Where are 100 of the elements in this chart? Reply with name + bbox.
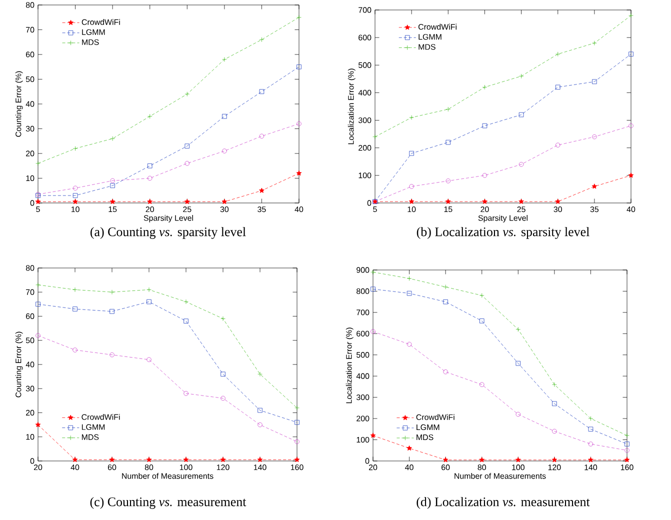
point bbox=[628, 172, 634, 178]
point bbox=[36, 160, 40, 166]
point bbox=[294, 406, 300, 410]
point bbox=[222, 114, 227, 119]
point bbox=[628, 52, 634, 56]
point bbox=[258, 422, 262, 428]
point bbox=[184, 198, 190, 204]
point bbox=[294, 456, 300, 462]
point bbox=[72, 193, 78, 198]
point bbox=[296, 170, 302, 176]
point bbox=[184, 299, 188, 304]
text: (d) Localization vs. measurement bbox=[416, 497, 590, 509]
point bbox=[72, 287, 78, 292]
point bbox=[624, 457, 630, 462]
point bbox=[552, 428, 557, 434]
text: (c) Counting vs. measurement bbox=[90, 497, 246, 509]
point bbox=[443, 369, 448, 374]
point bbox=[588, 416, 594, 421]
point bbox=[482, 198, 488, 204]
point bbox=[220, 316, 226, 322]
point bbox=[72, 456, 78, 462]
point bbox=[406, 445, 412, 451]
point bbox=[409, 115, 414, 120]
point bbox=[184, 144, 190, 148]
point bbox=[72, 146, 78, 151]
point bbox=[370, 329, 376, 334]
point bbox=[110, 198, 116, 204]
point bbox=[592, 184, 598, 189]
point bbox=[555, 52, 560, 56]
point bbox=[592, 134, 597, 140]
point bbox=[110, 183, 115, 188]
point bbox=[146, 287, 152, 292]
point bbox=[36, 282, 40, 288]
point bbox=[258, 372, 262, 377]
point bbox=[445, 198, 451, 204]
point bbox=[110, 136, 115, 142]
point bbox=[184, 391, 188, 396]
point bbox=[220, 372, 226, 377]
point bbox=[146, 357, 152, 362]
point bbox=[220, 396, 226, 401]
point bbox=[110, 290, 114, 294]
point bbox=[110, 178, 115, 184]
point bbox=[35, 422, 41, 428]
point bbox=[406, 276, 412, 281]
point bbox=[555, 142, 560, 148]
point bbox=[146, 299, 152, 304]
point bbox=[518, 162, 524, 167]
point bbox=[479, 293, 484, 298]
point bbox=[370, 286, 376, 292]
point bbox=[184, 160, 190, 166]
point bbox=[220, 456, 226, 462]
text: (b) Localization vs. sparsity level bbox=[416, 227, 590, 239]
point bbox=[479, 318, 484, 324]
point bbox=[518, 112, 524, 118]
point bbox=[259, 188, 264, 193]
point bbox=[370, 432, 376, 438]
point bbox=[109, 456, 115, 462]
point bbox=[624, 448, 630, 453]
point bbox=[72, 186, 78, 191]
point bbox=[516, 327, 521, 332]
point bbox=[110, 352, 114, 358]
point bbox=[552, 457, 558, 462]
point bbox=[259, 89, 264, 94]
point bbox=[479, 457, 485, 462]
point bbox=[408, 198, 414, 204]
point bbox=[588, 442, 594, 446]
point bbox=[72, 198, 78, 204]
point bbox=[588, 457, 594, 462]
point bbox=[628, 123, 634, 128]
point bbox=[36, 333, 40, 338]
point bbox=[555, 198, 561, 204]
point bbox=[147, 176, 152, 181]
point bbox=[446, 106, 451, 112]
point bbox=[446, 178, 451, 184]
point bbox=[110, 309, 114, 314]
point bbox=[482, 173, 488, 178]
point bbox=[552, 382, 557, 387]
point bbox=[592, 79, 597, 84]
point bbox=[552, 401, 557, 406]
point bbox=[624, 433, 630, 438]
point bbox=[72, 348, 78, 352]
point bbox=[146, 456, 152, 462]
point bbox=[443, 299, 448, 304]
point bbox=[35, 198, 41, 204]
point bbox=[259, 37, 264, 42]
point bbox=[518, 198, 524, 204]
point bbox=[518, 74, 524, 79]
point bbox=[443, 284, 448, 290]
point bbox=[184, 92, 190, 96]
point bbox=[592, 40, 597, 46]
point bbox=[479, 382, 484, 387]
point bbox=[294, 420, 300, 425]
point bbox=[555, 84, 560, 90]
point bbox=[257, 456, 263, 462]
point bbox=[296, 14, 302, 20]
point bbox=[624, 442, 630, 446]
point bbox=[406, 290, 412, 296]
point bbox=[588, 426, 594, 432]
point bbox=[296, 121, 302, 126]
point bbox=[294, 439, 300, 444]
